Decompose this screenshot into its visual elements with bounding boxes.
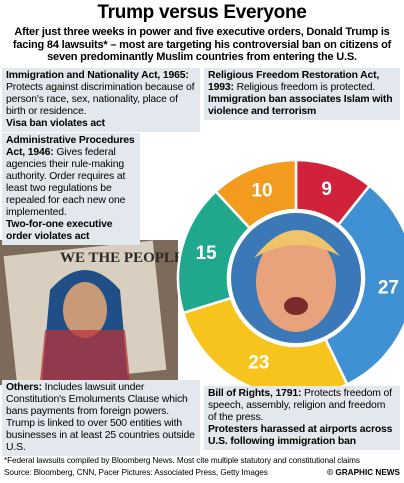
annotation-heading: Bill of Rights, 1791: — [208, 388, 302, 399]
annotation-heading: Religious Freedom Restoration Act, 1993: — [208, 70, 380, 93]
portrait-hair — [254, 229, 340, 258]
annotation: Immigration and Nationality Act, 1965: P… — [2, 68, 200, 132]
source: Source: Bloomberg, CNN, Pacer Pictures: … — [4, 468, 268, 477]
annotation-heading: Others: — [6, 382, 42, 393]
credit: © GRAPHIC NEWS — [327, 468, 400, 477]
segment-label: 10 — [251, 180, 272, 201]
poster-text: WE THE PEOPLE — [60, 250, 184, 266]
annotation-highlight: Visa ban violates act — [6, 118, 105, 129]
annotation: Administrative Procedures Act, 1946: Giv… — [2, 133, 140, 245]
annotation-highlight: Two-for-one executive order violates act — [6, 219, 113, 242]
annotation-highlight: Immigration ban associates Islam with vi… — [208, 94, 393, 117]
annotation: Religious Freedom Restoration Act, 1993:… — [204, 68, 400, 120]
annotation-text: Includes lawsuit under Constitution's Em… — [6, 382, 195, 453]
subtitle: After just three weeks in power and five… — [12, 26, 392, 63]
annotation-highlight: Protesters harassed at airports across U… — [208, 424, 393, 447]
segment-label: 23 — [248, 352, 269, 373]
annotation-text: Protects freedom of speech, assembly, re… — [208, 388, 392, 423]
segment-label: 15 — [196, 243, 218, 264]
portrait-mouth — [284, 297, 308, 315]
footnote: *Federal lawsuits compiled by Bloomberg … — [4, 456, 360, 465]
segment-label: 27 — [378, 277, 399, 298]
poster-face — [63, 282, 107, 338]
annotation: Others: Includes lawsuit under Constitut… — [2, 380, 200, 456]
poster-stripes — [40, 330, 130, 380]
annotation-text: Religious freedom is protected. — [236, 82, 376, 93]
title: Trump versus Everyone — [97, 2, 307, 23]
donut-segment — [213, 158, 298, 230]
segment-label: 9 — [321, 179, 332, 200]
annotation: Bill of Rights, 1791: Protects freedom o… — [204, 386, 400, 450]
annotation-text: Gives federal agencies their rule-making… — [6, 147, 126, 218]
annotation-heading: Administrative Procedures Act, 1946: — [6, 135, 135, 158]
annotation-text: Protects against discrimination because … — [6, 82, 195, 117]
portrait-face — [256, 232, 336, 332]
annotation-heading: Immigration and Nationality Act, 1965: — [6, 70, 189, 81]
donut-segment — [323, 183, 404, 386]
